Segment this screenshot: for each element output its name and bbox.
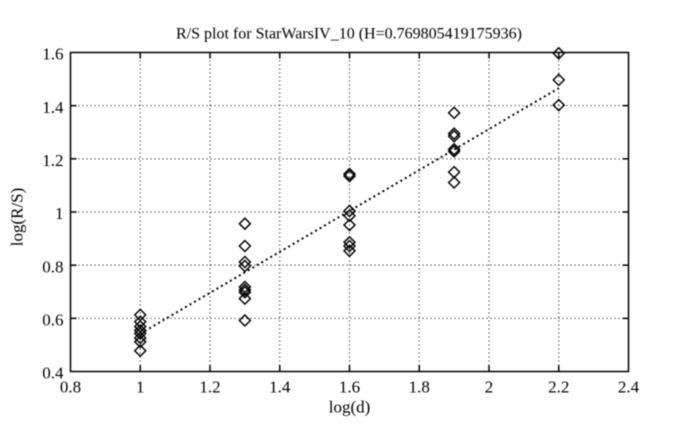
svg-text:1: 1 <box>55 204 64 223</box>
svg-text:1.4: 1.4 <box>269 377 291 396</box>
svg-text:1.8: 1.8 <box>409 377 430 396</box>
svg-text:1.6: 1.6 <box>339 377 360 396</box>
svg-text:0.8: 0.8 <box>42 257 63 276</box>
svg-text:1.2: 1.2 <box>42 151 63 170</box>
svg-text:2: 2 <box>485 377 494 396</box>
svg-text:1.6: 1.6 <box>42 45 63 64</box>
svg-text:2.2: 2.2 <box>548 377 569 396</box>
svg-text:1: 1 <box>136 377 145 396</box>
svg-text:R/S plot for StarWarsIV_10 (H=: R/S plot for StarWarsIV_10 (H=0.76980541… <box>176 26 522 43</box>
svg-text:log(d): log(d) <box>329 398 371 417</box>
svg-text:2.4: 2.4 <box>618 377 640 396</box>
svg-text:log(R/S): log(R/S) <box>8 188 27 247</box>
svg-text:0.4: 0.4 <box>42 364 64 383</box>
svg-text:1.4: 1.4 <box>42 98 64 117</box>
svg-text:1.2: 1.2 <box>199 377 220 396</box>
svg-text:0.8: 0.8 <box>60 377 81 396</box>
svg-text:0.6: 0.6 <box>42 311 63 330</box>
